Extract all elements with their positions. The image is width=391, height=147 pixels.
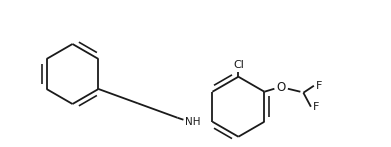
Text: Cl: Cl: [233, 60, 244, 70]
Text: NH: NH: [185, 117, 201, 127]
Text: F: F: [312, 102, 319, 112]
Text: O: O: [277, 81, 286, 94]
Text: F: F: [316, 81, 322, 91]
